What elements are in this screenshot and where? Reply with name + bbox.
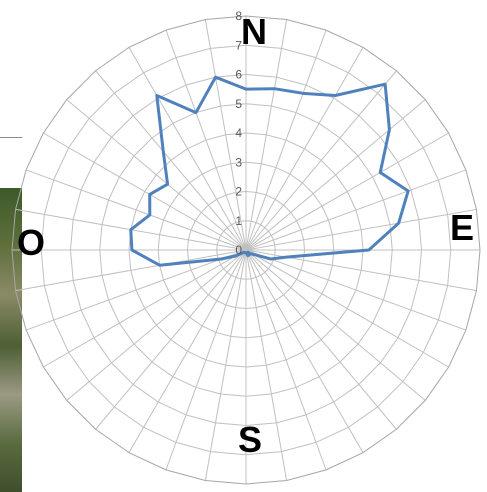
radar-tick-label: 4 [235, 126, 242, 140]
radar-tick-label: 2 [235, 185, 242, 199]
compass-south-label: S [238, 419, 262, 460]
radar-grid-rings [11, 15, 481, 485]
background-divider-line [0, 137, 22, 138]
radar-tick-label: 3 [235, 155, 242, 169]
radar-tick-label: 7 [235, 38, 242, 52]
radar-tick-label: 5 [235, 97, 242, 111]
radar-ring [216, 220, 276, 280]
radar-tick-label: 8 [235, 9, 242, 23]
background-photo-strip [0, 188, 22, 492]
radar-series-line [129, 75, 410, 267]
radar-ring [186, 190, 306, 310]
radar-tick-labels: 0 1 2 3 4 5 6 7 8 [235, 9, 242, 257]
radar-tick-label: 0 [235, 243, 242, 257]
compass-north-label: N [241, 11, 267, 52]
compass-west-label: O [17, 222, 45, 263]
radar-ring [40, 44, 452, 456]
radar-tick-label: 1 [235, 214, 242, 228]
radar-ring [69, 73, 423, 427]
radar-ring [11, 15, 481, 485]
radar-tick-label: 6 [235, 68, 242, 82]
radar-series [129, 75, 410, 267]
radar-grid-spokes [12, 16, 480, 484]
radar-ring [157, 161, 335, 339]
radar-ring [128, 132, 364, 368]
compass-east-label: E [450, 207, 474, 248]
radar-ring [99, 103, 393, 397]
